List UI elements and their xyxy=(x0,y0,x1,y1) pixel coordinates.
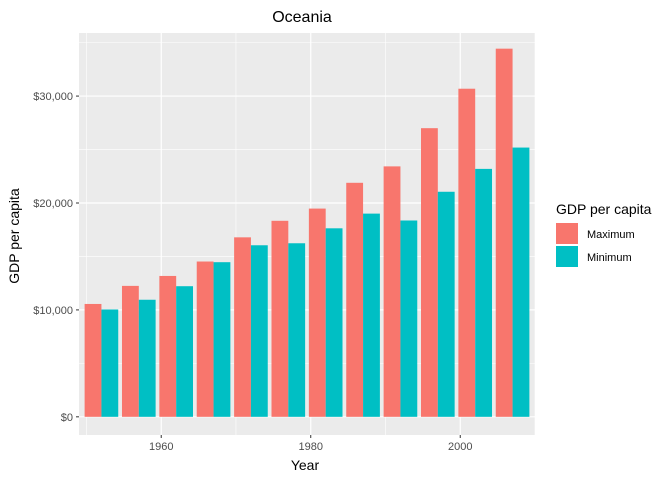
y-tick-label: $10,000 xyxy=(33,305,73,317)
bar-minimum xyxy=(437,191,455,417)
y-axis: $0 $10,000 $20,000 $30,000 xyxy=(33,91,79,424)
x-tick-label: 1980 xyxy=(298,441,322,453)
legend-key-minimum xyxy=(556,246,578,267)
legend: GDP per capita Maximum Minimum xyxy=(556,201,652,267)
legend-label: Maximum xyxy=(587,229,635,241)
bar-maximum xyxy=(421,128,438,417)
y-tick-label: $20,000 xyxy=(33,198,73,210)
y-axis-title: GDP per capita xyxy=(6,188,22,284)
bar-maximum xyxy=(458,88,476,417)
x-axis: 1960 1980 2000 xyxy=(149,435,472,453)
bar-maximum xyxy=(84,303,102,417)
bar-minimum xyxy=(512,147,530,417)
bar-maximum xyxy=(495,48,513,417)
bar-maximum xyxy=(121,285,139,417)
bar-maximum xyxy=(346,182,364,417)
x-tick-label: 2000 xyxy=(448,441,472,453)
bar-minimum xyxy=(101,309,119,417)
y-tick-label: $0 xyxy=(61,412,73,424)
x-tick-label: 1960 xyxy=(149,441,173,453)
bar-minimum xyxy=(288,243,306,417)
bar-minimum xyxy=(250,245,268,417)
bar-minimum xyxy=(176,286,193,417)
bar-minimum xyxy=(325,228,343,417)
bar-minimum xyxy=(138,299,156,417)
chart-title: Oceania xyxy=(272,9,332,26)
bar-maximum xyxy=(383,166,401,417)
bars xyxy=(84,48,530,417)
x-axis-title: Year xyxy=(291,457,320,473)
bar-maximum xyxy=(308,208,326,417)
bar-maximum xyxy=(234,237,251,417)
legend-key-maximum xyxy=(556,223,578,244)
bar-minimum xyxy=(213,262,231,417)
y-tick-label: $30,000 xyxy=(33,91,73,103)
bar-minimum xyxy=(363,213,380,417)
bar-maximum xyxy=(271,220,289,417)
bar-minimum xyxy=(475,168,493,417)
legend-title: GDP per capita xyxy=(556,201,652,217)
bar-maximum xyxy=(196,261,214,417)
bar-minimum xyxy=(400,220,418,417)
bar-maximum xyxy=(159,275,177,417)
legend-label: Minimum xyxy=(587,252,632,264)
